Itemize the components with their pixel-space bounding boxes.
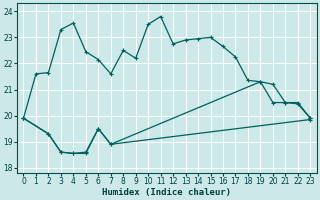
X-axis label: Humidex (Indice chaleur): Humidex (Indice chaleur) [102,188,231,197]
